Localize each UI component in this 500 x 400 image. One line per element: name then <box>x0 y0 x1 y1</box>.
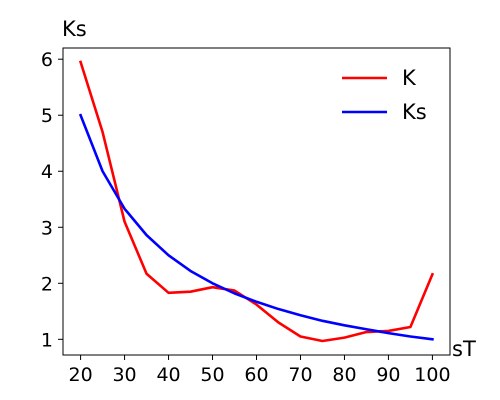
legend-label-ks: Ks <box>402 100 427 124</box>
x-axis-title: sT <box>452 337 476 361</box>
y-tick-label: 4 <box>41 161 53 183</box>
y-axis-ticks: 1 2 3 4 5 6 <box>41 49 63 351</box>
y-tick-label: 2 <box>41 273 53 295</box>
x-tick-label: 20 <box>68 364 92 386</box>
x-tick-label: 50 <box>200 364 224 386</box>
x-tick-label: 60 <box>244 364 268 386</box>
x-tick-label: 80 <box>332 364 356 386</box>
legend: K Ks <box>342 66 427 124</box>
y-tick-label: 6 <box>41 49 53 71</box>
x-tick-label: 30 <box>112 364 136 386</box>
y-tick-label: 1 <box>41 329 53 351</box>
series-line-ks <box>78 113 434 341</box>
y-axis-title: Ks <box>62 17 87 41</box>
x-tick-label: 100 <box>414 364 450 386</box>
y-tick-label: 5 <box>41 105 53 127</box>
x-axis-ticks: 20 30 40 50 60 70 80 90 100 <box>68 355 451 386</box>
x-tick-label: 90 <box>376 364 400 386</box>
legend-label-k: K <box>402 66 417 90</box>
x-tick-label: 40 <box>156 364 180 386</box>
series-line-k <box>78 60 435 343</box>
y-tick-label: 3 <box>41 217 53 239</box>
x-tick-label: 70 <box>288 364 312 386</box>
plot-area <box>62 47 451 356</box>
